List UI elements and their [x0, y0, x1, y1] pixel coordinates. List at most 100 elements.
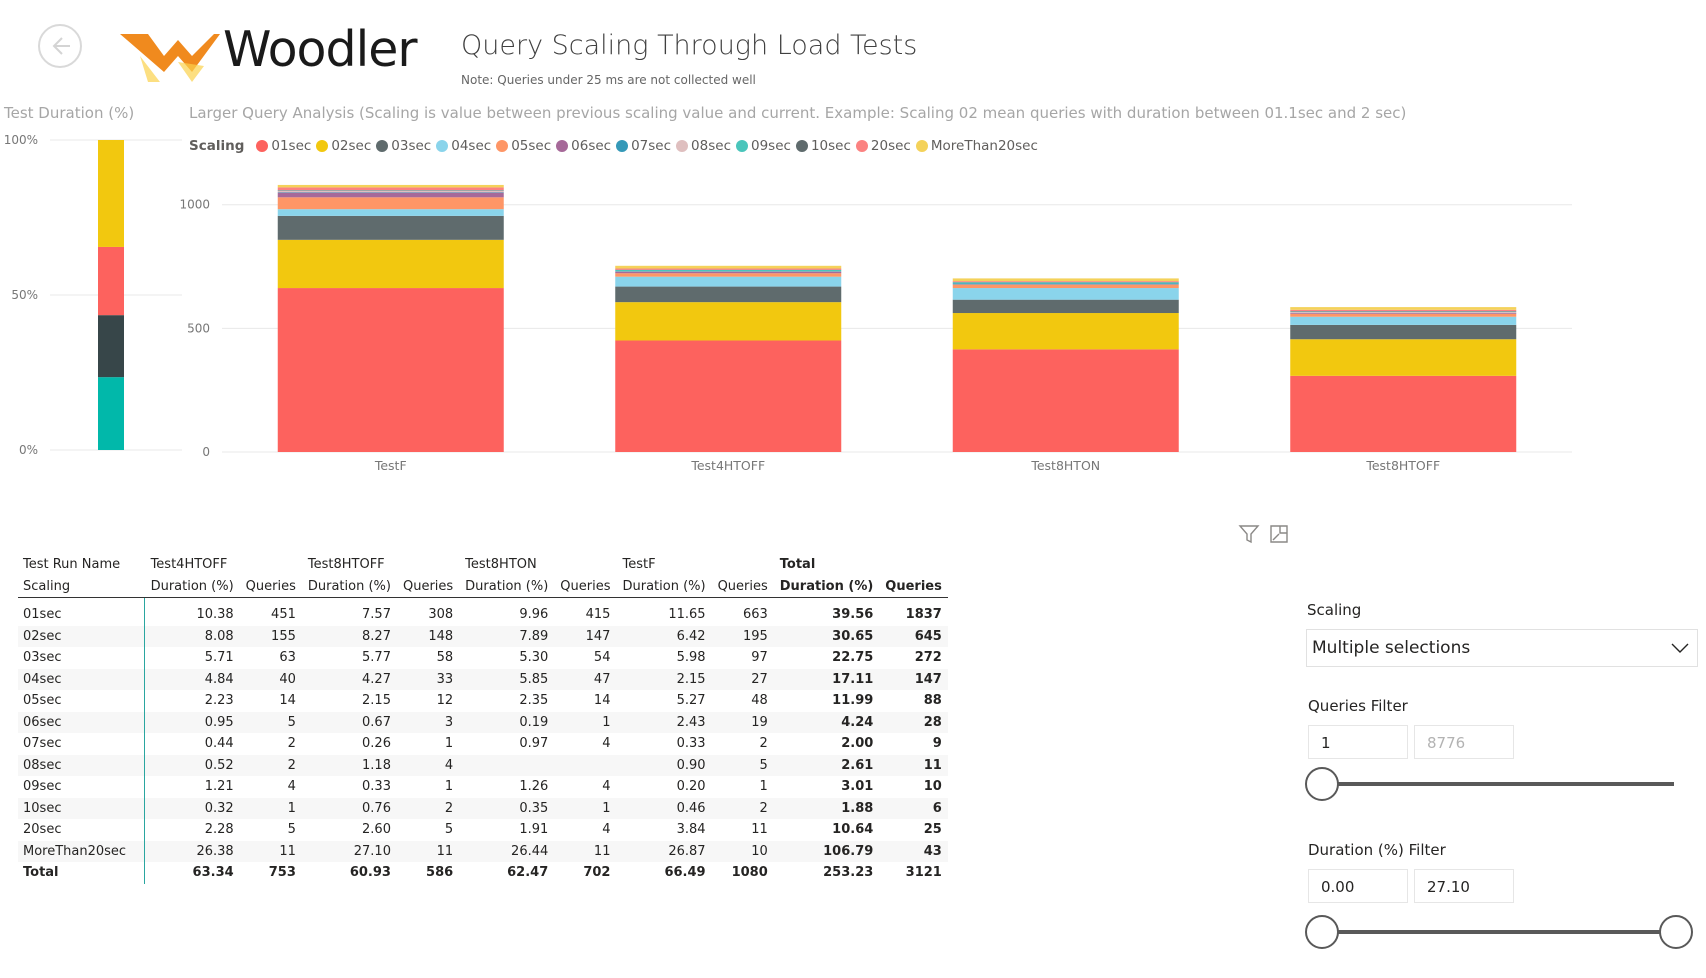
x-tick-label: Test4HTOFF — [690, 458, 765, 473]
bar-segment-02sec[interactable] — [952, 313, 1179, 350]
bar-segment[interactable] — [98, 377, 124, 450]
bar-segment-03sec[interactable] — [277, 215, 504, 240]
bar-segment[interactable] — [98, 246, 124, 316]
matrix-row: 01sec 10.38 451 7.57 308 9.96 415 11.65 663 39.56… — [18, 597, 948, 626]
legend-item[interactable]: 02sec — [316, 138, 371, 154]
matrix-cell: 645 — [879, 625, 948, 647]
bar-segment-MoreThan20sec[interactable] — [1290, 307, 1517, 310]
matrix-cell: 5 — [444, 822, 454, 838]
bar-segment-04sec[interactable] — [1290, 316, 1517, 325]
legend-item[interactable]: 01sec — [256, 138, 311, 154]
queries-max-input[interactable]: 8776 — [1414, 725, 1514, 759]
legend-item[interactable]: 03sec — [376, 138, 431, 154]
legend-item[interactable]: 05sec — [496, 138, 551, 154]
legend-item[interactable]: 20sec — [855, 138, 911, 154]
bar-segment-08sec[interactable] — [1290, 311, 1517, 313]
queries-slider-track[interactable] — [1322, 782, 1674, 786]
matrix-cell: 1 — [554, 711, 617, 733]
matrix-cell: 6 — [879, 797, 948, 819]
matrix-cell: 2.61 — [773, 754, 880, 776]
matrix-cell: 4.84 — [144, 668, 240, 690]
bar-segment-06sec[interactable] — [1290, 313, 1517, 314]
filter-icon[interactable] — [1238, 523, 1260, 545]
matrix-cell: 3.01 — [841, 779, 874, 795]
legend-item[interactable]: 06sec — [556, 138, 611, 154]
matrix-cell: 9 — [932, 736, 942, 752]
bar-segment-04sec[interactable] — [615, 276, 842, 287]
focus-mode-icon[interactable] — [1268, 523, 1290, 545]
duration-slider-track[interactable] — [1322, 930, 1676, 934]
matrix-group-header: Test8HTOFF — [307, 556, 385, 572]
bar-segment[interactable] — [98, 315, 124, 378]
bar-segment-02sec[interactable] — [615, 302, 842, 341]
bar-segment[interactable] — [98, 140, 124, 247]
matrix-cell: 308 — [428, 607, 454, 623]
matrix-cell: 4 — [602, 736, 611, 752]
matrix-sub-header: Duration (%) — [144, 575, 240, 598]
matrix-cell: 3 — [396, 711, 460, 733]
bar-segment-01sec[interactable] — [277, 288, 504, 452]
bar-segment-08sec[interactable] — [277, 190, 504, 193]
bar-segment-02sec[interactable] — [1290, 339, 1517, 376]
bar-segment-MoreThan20sec[interactable] — [952, 278, 1179, 282]
legend-item[interactable]: 08sec — [676, 138, 731, 154]
matrix-cell: 8.08 — [144, 625, 240, 647]
duration-min-input[interactable]: 0.00 — [1308, 869, 1408, 903]
legend-item[interactable]: 10sec — [795, 138, 851, 154]
bar-segment-04sec[interactable] — [952, 288, 1179, 300]
legend-label: 03sec — [391, 138, 432, 154]
matrix-cell: 0.33 — [362, 779, 391, 795]
matrix-row-label: 04sec — [18, 668, 146, 690]
bar-segment-01sec[interactable] — [615, 340, 842, 452]
matrix-cell: 1.88 — [773, 797, 880, 819]
bar-segment-06sec[interactable] — [615, 271, 842, 274]
matrix-cell: 148 — [396, 625, 460, 647]
matrix-cell: 9.96 — [519, 607, 549, 623]
back-button[interactable] — [38, 24, 82, 68]
bar-segment-07sec[interactable] — [952, 283, 1179, 285]
matrix-sub-header-total: Queries — [879, 575, 948, 598]
bar-segment-03sec[interactable] — [952, 299, 1179, 314]
bar-segment-MoreThan20sec[interactable] — [277, 184, 504, 188]
scaling-dropdown[interactable]: Multiple selections — [1306, 629, 1698, 667]
bar-segment-06sec[interactable] — [277, 192, 504, 198]
matrix-cell: 2.35 — [519, 693, 549, 709]
logo-mark-icon — [120, 34, 220, 82]
matrix-cell: 1 — [554, 797, 617, 819]
bar-segment-20sec[interactable] — [952, 281, 1179, 283]
bar-segment-20sec[interactable] — [277, 187, 504, 191]
duration-slider-min-handle[interactable] — [1305, 915, 1339, 949]
bar-segment-05sec[interactable] — [1290, 313, 1517, 317]
bar-segment-09sec[interactable] — [615, 270, 842, 271]
bar-segment-01sec[interactable] — [1290, 375, 1517, 452]
legend-item[interactable]: 09sec — [736, 138, 791, 154]
matrix-cell: 4.27 — [301, 668, 397, 690]
bar-segment-20sec[interactable] — [615, 268, 842, 270]
bar-segment-03sec[interactable] — [615, 286, 842, 303]
legend-item[interactable]: 07sec — [616, 138, 671, 154]
y-tick-label: 50% — [11, 288, 38, 302]
bar-segment-05sec[interactable] — [615, 273, 842, 277]
matrix-cell: 63 — [279, 650, 296, 666]
legend-swatch — [256, 140, 269, 152]
bar-segment-02sec[interactable] — [277, 239, 504, 289]
bar-segment-20sec[interactable] — [1290, 309, 1517, 312]
legend-swatch — [556, 140, 569, 152]
bar-segment-05sec[interactable] — [277, 197, 504, 210]
duration-max-input[interactable]: 27.10 — [1414, 869, 1514, 903]
queries-min-input[interactable]: 1 — [1308, 725, 1408, 759]
matrix-cell: 1.18 — [301, 754, 397, 776]
bar-segment-MoreThan20sec[interactable] — [615, 265, 842, 269]
chart-legend: Scaling 01sec 02sec 03sec 04sec 05sec 06sec 07… — [189, 138, 1043, 154]
bar-segment-03sec[interactable] — [1290, 324, 1517, 340]
bar-segment-09sec[interactable] — [952, 282, 1179, 284]
report-note: Note: Queries under 25 ms are not collec… — [461, 73, 756, 87]
bar-segment-04sec[interactable] — [277, 209, 504, 216]
legend-item[interactable]: MoreThan20sec — [915, 138, 1038, 154]
bar-segment-05sec[interactable] — [952, 284, 1179, 289]
matrix-row-label: 02sec — [18, 625, 146, 647]
bar-segment-01sec[interactable] — [952, 349, 1179, 452]
queries-slider-min-handle[interactable] — [1305, 767, 1339, 801]
legend-item[interactable]: 04sec — [436, 138, 491, 154]
duration-slider-max-handle[interactable] — [1659, 915, 1693, 949]
